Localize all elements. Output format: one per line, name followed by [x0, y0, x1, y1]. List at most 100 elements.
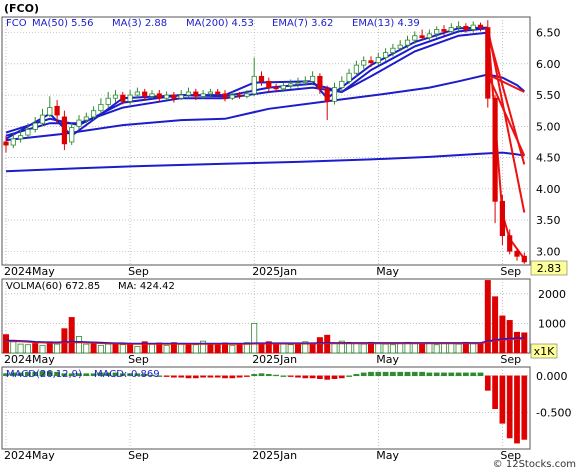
- macd-bar: [375, 371, 382, 377]
- legend-item: EMA(7) 3.62: [272, 18, 333, 29]
- price-x-tick-label: May: [376, 265, 399, 278]
- candle-body: [69, 127, 75, 143]
- candle-body: [3, 141, 9, 146]
- macd-bar: [25, 371, 31, 377]
- candle-body: [54, 105, 60, 116]
- volume-legend: VOLMA(60) 672.85 MA: 424.42: [6, 281, 175, 292]
- macd-bar: [46, 371, 53, 377]
- macd-panel: 0.000 -0.500 MACD(26,12,9) MACD:-0.869 202…: [1, 366, 571, 462]
- macd-bar: [105, 372, 112, 377]
- volume-bar: [229, 344, 236, 354]
- volume-bar: [499, 315, 506, 354]
- volume-bar: [433, 344, 440, 354]
- macd-x-tick-label: May: [376, 449, 399, 462]
- macd-bar: [134, 373, 141, 377]
- candle-body: [39, 114, 46, 124]
- price-y-tick-label: 4.00: [536, 183, 561, 196]
- volume-bar: [411, 343, 418, 354]
- candle-body: [222, 93, 228, 99]
- macd-bar: [39, 371, 46, 377]
- price-y-tick-label: 6.50: [536, 27, 561, 40]
- candle-body: [361, 60, 367, 66]
- volume-bar: [68, 317, 75, 354]
- candle-body: [236, 94, 243, 97]
- candle-body: [317, 75, 323, 90]
- macd-bar: [192, 375, 199, 379]
- candle-body: [251, 75, 257, 95]
- volume-bar: [127, 343, 134, 354]
- volume-x-tick-label: May: [376, 353, 399, 366]
- candle-body: [134, 91, 140, 96]
- volume-bar: [331, 342, 338, 354]
- price-legend: FCO MA(50) 5.56 MA(3) 2.88 MA(200) 4.53 EMA(…: [6, 18, 420, 29]
- macd-bar: [61, 373, 68, 377]
- watermark: © 12Stocks.com: [493, 459, 576, 470]
- volume-unit-box: [530, 343, 558, 359]
- candle-body: [83, 116, 89, 121]
- volume-x-tick-label: 2024May: [4, 353, 55, 366]
- volume-bar: [302, 341, 309, 354]
- volume-bar: [119, 344, 126, 354]
- volume-bar: [90, 342, 97, 354]
- price-panel-frame: [1, 16, 531, 266]
- macd-bar: [127, 373, 133, 377]
- volume-y-tick-label: 2000: [538, 288, 566, 301]
- volume-bar: [207, 343, 214, 354]
- price-y-axis: 3.00 3.50 4.00 4.50 5.00 5.50 6.00 6.50: [536, 27, 561, 259]
- candle-body: [207, 91, 213, 95]
- macd-bar: [3, 373, 9, 377]
- candle-body: [353, 64, 360, 74]
- candle-body: [455, 25, 462, 29]
- candle-body: [200, 93, 206, 97]
- candle-body: [258, 75, 265, 82]
- volume-bar: [200, 340, 207, 354]
- candle-body: [17, 135, 24, 140]
- macd-bar: [360, 372, 367, 377]
- volume-bar: [32, 343, 39, 354]
- macd-bar: [171, 375, 177, 378]
- price-y-tick-label: 3.50: [536, 214, 561, 227]
- volume-bar: [360, 343, 367, 354]
- candle-body: [492, 97, 498, 202]
- volume-bar: [24, 344, 31, 354]
- volume-x-tick-label: Sep: [128, 353, 149, 366]
- last-price-box: [530, 260, 568, 276]
- volume-panel-frame: [1, 278, 531, 354]
- volume-bar: [521, 332, 528, 354]
- volume-y-tick-label: 1000: [538, 317, 566, 330]
- candle-body: [346, 72, 352, 82]
- candle-body: [178, 94, 184, 99]
- candle-body: [375, 57, 381, 64]
- volume-x-tick-label: 2025Jan: [252, 353, 297, 366]
- price-x-tick-label: Sep: [128, 265, 149, 278]
- candle-body: [448, 27, 454, 32]
- macd-bar: [287, 375, 294, 377]
- macd-bar: [280, 375, 287, 377]
- volume-bar: [280, 343, 287, 354]
- macd-panel-frame: [1, 366, 531, 450]
- macd-bar: [324, 375, 331, 380]
- macd-bar: [207, 375, 214, 378]
- candle-body: [98, 104, 104, 112]
- volume-legend-item: VOLMA(60) 672.85: [6, 281, 100, 292]
- price-candles: [3, 20, 527, 264]
- macd-bar: [244, 375, 250, 377]
- price-x-tick-label: Sep: [500, 265, 521, 278]
- volume-x-axis: 2024May Sep 2025Jan May Sep: [4, 353, 521, 366]
- candle-body: [244, 93, 250, 97]
- candle-body: [112, 94, 119, 99]
- macd-bar: [149, 374, 155, 377]
- macd-bar: [492, 375, 498, 409]
- candle-body: [485, 27, 491, 99]
- volume-bar: [185, 343, 192, 354]
- legend-item: MA(3) 2.88: [112, 18, 167, 29]
- candle-body: [76, 119, 82, 127]
- macd-bar: [382, 371, 389, 377]
- price-line-ma-50-projection: [487, 73, 525, 93]
- macd-y-tick-label: -0.500: [536, 406, 571, 419]
- price-x-tick-label: 2024May: [4, 265, 55, 278]
- macd-legend: MACD(26,12,9) MACD:-0.869: [6, 369, 160, 380]
- volume-bar: [382, 343, 389, 354]
- candle-body: [280, 85, 287, 90]
- volume-bar: [163, 344, 170, 354]
